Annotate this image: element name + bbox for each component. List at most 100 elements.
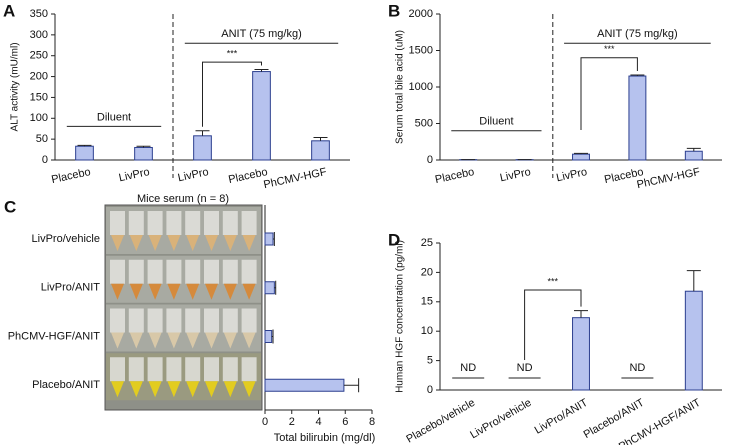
error-bar — [686, 270, 701, 292]
panel-label: D — [388, 230, 400, 249]
tube — [241, 211, 257, 235]
tube-liquid — [111, 332, 124, 349]
tube — [110, 259, 125, 284]
tube-liquid — [242, 283, 256, 300]
y-tick-label: 1000 — [409, 81, 433, 93]
bar — [252, 71, 271, 161]
tube — [185, 259, 201, 284]
tube-liquid — [223, 235, 237, 251]
tube — [166, 211, 182, 235]
error-bar — [343, 378, 360, 393]
tube-liquid — [205, 235, 218, 251]
group-label: Diluent — [97, 111, 131, 123]
tube-liquid — [129, 235, 143, 251]
bar — [264, 330, 273, 343]
tube — [185, 211, 201, 235]
significance-label: *** — [604, 44, 615, 54]
bar — [572, 317, 590, 391]
tube-liquid — [148, 381, 162, 398]
bar — [264, 281, 275, 295]
tube — [128, 308, 144, 333]
y-tick-label: 500 — [415, 117, 433, 129]
tube-liquid — [205, 381, 218, 398]
bar — [193, 135, 212, 161]
tube — [222, 357, 238, 382]
y-tick-label: 2000 — [409, 8, 433, 20]
tube-liquid — [129, 283, 143, 300]
bar — [628, 75, 647, 161]
tube-liquid — [167, 283, 181, 300]
tube — [222, 308, 238, 333]
y-tick-label: 20 — [421, 266, 433, 278]
tube — [147, 357, 163, 382]
tube-liquid — [148, 235, 162, 251]
bar — [311, 140, 330, 161]
error-bar — [574, 152, 588, 155]
tube — [241, 259, 257, 284]
error-bar — [136, 145, 151, 148]
tube-liquid — [242, 235, 256, 251]
x-tick-label: 0 — [262, 416, 268, 428]
x-tick-label: 2 — [289, 416, 295, 428]
value-label: ND — [629, 362, 645, 374]
tube — [185, 357, 201, 382]
panel-label: C — [4, 197, 16, 216]
y-tick-label: Placebo/ANIT — [32, 379, 100, 391]
tube-liquid — [148, 283, 162, 300]
tube — [222, 259, 238, 284]
bar — [134, 146, 153, 161]
y-axis-label: Serum total bile acid (uM) — [395, 30, 406, 144]
tube-liquid — [167, 235, 181, 251]
tube — [147, 259, 163, 284]
tube-liquid — [242, 381, 256, 398]
x-tick-label: 8 — [369, 416, 375, 428]
bar — [684, 150, 703, 161]
tube-liquid — [223, 283, 237, 300]
significance-bracket — [202, 61, 262, 127]
tube-liquid — [186, 283, 200, 300]
error-bar — [274, 280, 277, 295]
error-bar — [313, 136, 328, 141]
tube — [185, 308, 201, 333]
tube — [166, 259, 182, 284]
tube-liquid — [242, 332, 256, 349]
x-tick-label: PhCMV-HGF — [636, 166, 702, 191]
y-tick-label: 0 — [427, 154, 433, 166]
tube-liquid — [111, 283, 124, 300]
y-tick-label: 10 — [421, 325, 433, 337]
tube — [166, 357, 182, 382]
bar — [264, 232, 274, 246]
tube-liquid — [205, 332, 218, 349]
tube — [110, 308, 125, 333]
error-bar — [273, 232, 275, 246]
tube-liquid — [148, 332, 162, 349]
x-axis-label: Total bilirubin (mg/dl) — [274, 432, 375, 444]
tube-liquid — [223, 332, 237, 349]
tube-liquid — [111, 381, 124, 398]
tube-liquid — [186, 235, 200, 251]
y-axis-label: Human HGF concentration (pg/ml) — [395, 240, 406, 393]
error-bar — [195, 130, 210, 136]
y-tick-label: 50 — [36, 133, 48, 145]
x-tick-label: LivPro/vehicle — [468, 397, 533, 442]
value-label: ND — [460, 362, 476, 374]
tube-liquid — [223, 381, 237, 398]
y-tick-label: 100 — [30, 112, 48, 124]
error-bar — [686, 147, 701, 152]
tube — [147, 308, 163, 333]
y-tick-label: 350 — [30, 8, 48, 20]
tube — [241, 357, 257, 382]
bar — [684, 290, 703, 391]
value-label: ND — [517, 362, 533, 374]
group-label: ANIT (75 mg/kg) — [597, 28, 678, 40]
y-tick-label: PhCMV-HGF/ANIT — [8, 330, 101, 342]
significance-label: *** — [227, 49, 238, 59]
significance-bracket — [524, 289, 582, 360]
error-bar — [77, 144, 92, 147]
x-tick-label: PhCMV-HGF — [262, 166, 328, 191]
y-axis-label: ALT activity (mU/ml) — [10, 42, 21, 131]
tube-liquid — [167, 381, 181, 398]
tube — [128, 357, 144, 382]
tube-liquid — [111, 235, 124, 251]
group-label: Diluent — [479, 116, 513, 128]
